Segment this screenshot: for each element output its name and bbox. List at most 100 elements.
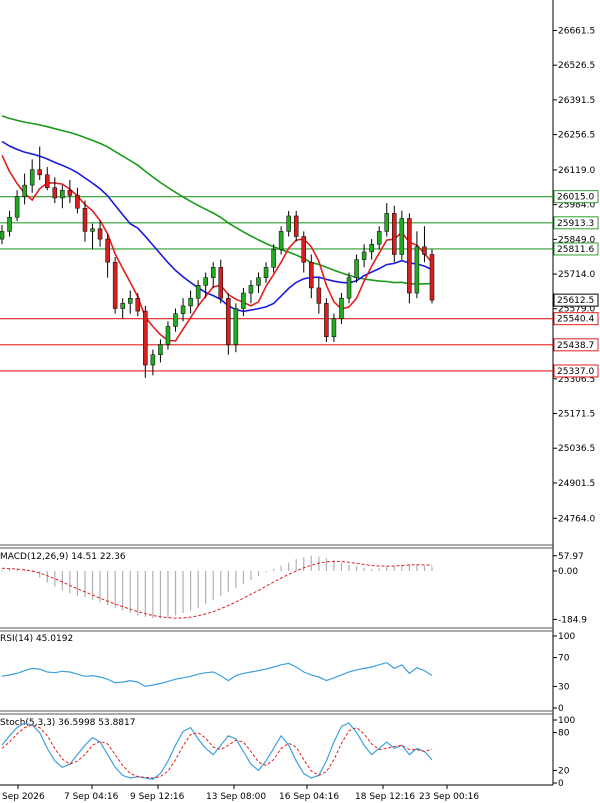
candle-body: [346, 277, 352, 299]
candle-body: [309, 261, 314, 289]
price-tick-label: 25036.5: [558, 444, 595, 454]
candle: [241, 287, 246, 317]
stoch-d-line: [1, 724, 433, 779]
mid-ma-line: [1, 140, 433, 313]
candle: [14, 190, 20, 222]
price-axis-ticks: 26661.5 26526.5 26391.5 26256.5 26119.0 25984…: [553, 26, 595, 524]
candle: [135, 293, 141, 317]
stoch-tick-label: 20: [558, 766, 570, 776]
candle: [369, 239, 374, 260]
rsi-tick-label: 30: [558, 682, 570, 692]
candle: [407, 213, 412, 304]
macd-tick-label: -184.9: [558, 615, 587, 625]
level-label-box: [553, 216, 599, 230]
candle: [97, 221, 103, 247]
level-label: 25811.6: [557, 245, 594, 255]
candle: [188, 290, 193, 314]
candle-body: [82, 207, 88, 232]
candle-body: [361, 251, 367, 260]
candle-body: [37, 169, 42, 176]
candle-body: [293, 215, 299, 237]
price-tick-label: 26391.5: [558, 96, 595, 106]
candle-body: [14, 196, 20, 218]
level-label: 25540.4: [557, 315, 594, 325]
fast-ma-line: [1, 154, 433, 342]
candle-body: [67, 189, 73, 196]
candle-body: [248, 285, 254, 294]
candle-body: [90, 228, 95, 232]
candle: [226, 293, 231, 355]
candle-body: [316, 287, 322, 304]
candle: [67, 179, 73, 204]
price-tick-label: 24901.5: [558, 479, 595, 489]
candle-body: [7, 216, 12, 232]
time-tick-label: 23 Sep 00:16: [419, 792, 479, 802]
candle: [263, 262, 269, 283]
stoch-k-line: [1, 722, 433, 780]
candle: [60, 185, 65, 209]
candle: [422, 226, 427, 263]
candle-body: [286, 215, 291, 232]
candle-body: [127, 297, 133, 304]
candle-body: [414, 246, 420, 294]
candle-body: [241, 292, 246, 309]
candle-body: [120, 303, 125, 309]
candle-body: [392, 213, 397, 255]
macd-tick-label: 57.97: [558, 552, 584, 562]
candle: [309, 254, 314, 299]
candle-body: [376, 231, 382, 245]
candle-body: [399, 218, 405, 255]
candle-body: [271, 249, 276, 268]
level-label: 25337.0: [557, 367, 594, 377]
time-axis-ticks: Sep 2026 7 Sep 04:16 9 Sep 12:16 13 Sep 08:…: [2, 785, 479, 802]
current-price-box: [553, 293, 599, 307]
price-tick-label: 24764.0: [558, 514, 595, 524]
candle-body: [165, 326, 171, 345]
candle: [143, 305, 148, 378]
candle-body: [60, 189, 65, 199]
candle: [195, 280, 201, 306]
rsi-panel: RSI(14) 45.0192 100 70 30 0: [0, 632, 575, 714]
candle: [0, 224, 5, 245]
level-label-box: [553, 242, 599, 256]
candle-body: [29, 169, 35, 186]
candle: [376, 226, 382, 250]
candle-body: [173, 313, 178, 327]
price-tick-label: 25579.0: [558, 305, 595, 315]
candle: [248, 280, 254, 304]
candle-body: [369, 243, 374, 253]
candles: [0, 146, 435, 378]
stoch-title: Stoch(5,3,3) 36.5998 53.8817: [0, 718, 135, 728]
candle: [37, 146, 42, 180]
rsi-title: RSI(14) 45.0192: [0, 634, 73, 644]
level-label: 25438.7: [557, 341, 594, 351]
moving-averages: [1, 115, 433, 342]
price-tick-label: 25306.5: [558, 375, 595, 385]
level-label-box: [553, 364, 599, 378]
candle: [256, 272, 261, 294]
macd-panel: MACD(12,26,9) 14.51 22.36 57.97 0.00 -184.…: [0, 552, 587, 626]
horizontal-levels: [0, 196, 553, 372]
price-tick-label: 26526.5: [558, 61, 595, 71]
candle-body: [195, 285, 201, 299]
price-tick-label: 26256.5: [558, 131, 595, 141]
candle: [233, 303, 239, 353]
stoch-tick-label: 100: [558, 716, 575, 726]
candle: [105, 233, 110, 278]
rsi-tick-label: 70: [558, 654, 570, 664]
candle: [22, 173, 27, 205]
candle: [271, 244, 276, 273]
candle-body: [422, 246, 427, 255]
candle: [150, 349, 156, 376]
time-tick-label: 16 Sep 04:16: [279, 792, 339, 802]
candle: [165, 321, 171, 350]
candle: [90, 223, 95, 250]
candle-body: [52, 187, 58, 199]
price-level-labels: 26015.0 25913.3 25811.6 25540.4 25438.7 25337…: [553, 190, 599, 378]
candle-body: [180, 305, 186, 314]
candle: [52, 177, 58, 204]
slow-ma-line: [1, 115, 433, 285]
candle-body: [263, 267, 269, 278]
candle-body: [45, 174, 50, 188]
rsi-line: [1, 661, 433, 688]
